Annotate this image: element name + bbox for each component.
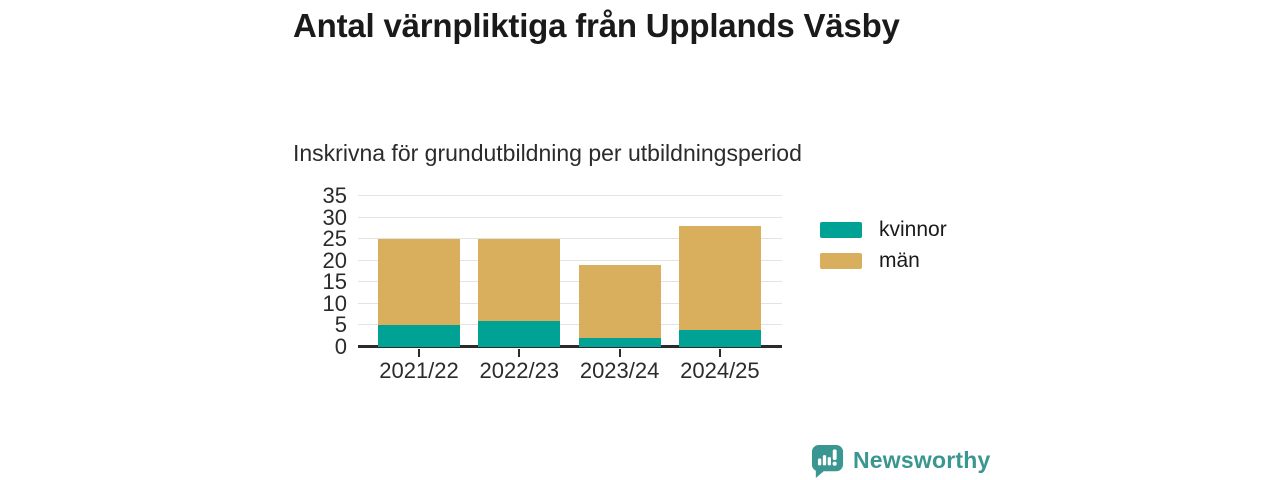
y-tick-label: 15 (322, 269, 347, 295)
x-axis-tick (518, 349, 521, 357)
x-axis-tick (418, 349, 420, 357)
bar-segment-kvinnor (678, 329, 761, 347)
newsworthy-speech-bubble-chart-icon (811, 444, 844, 478)
y-tick-label: 30 (322, 204, 347, 230)
bar-segment-kvinnor (378, 325, 460, 347)
x-tick-label: 2021/22 (379, 358, 459, 383)
gridline (358, 259, 782, 261)
gridline (358, 324, 782, 326)
legend-item-kvinnor: kvinnor (820, 218, 947, 241)
chart-subtitle: Inskrivna för grundutbildning per utbild… (293, 140, 802, 166)
legend-swatch (820, 253, 862, 269)
bar-segment-män (578, 265, 661, 339)
x-tick-label: 2024/25 (680, 358, 760, 383)
bar-segment-män (478, 239, 561, 322)
y-tick-label: 5 (334, 312, 347, 338)
bar-stack (478, 239, 561, 347)
legend: kvinnor män (820, 218, 947, 283)
gridline (358, 281, 782, 283)
gridline (358, 216, 782, 218)
gridline (358, 238, 782, 240)
x-tick-label: 2023/24 (579, 358, 660, 383)
bar-segment-kvinnor (478, 321, 561, 347)
y-tick-label: 10 (322, 290, 347, 316)
bar-segment-män (678, 226, 761, 330)
bar-segment-män (378, 239, 460, 326)
x-axis-tick (718, 349, 721, 357)
brand-footer: Newsworthy (810, 443, 990, 478)
x-tick-label: 2022/23 (479, 358, 560, 383)
y-axis: 0 5 10 15 20 25 30 35 (285, 184, 347, 359)
y-tick-label: 0 (334, 334, 347, 359)
chart-title: Antal värnpliktiga från Upplands Väsby (293, 7, 900, 44)
plot-area (358, 195, 782, 357)
gridline (358, 302, 782, 304)
legend-label: män (879, 249, 920, 272)
x-axis-tick (618, 349, 621, 357)
legend-swatch (820, 222, 862, 238)
bar-segment-kvinnor (578, 338, 661, 347)
x-axis-line (358, 345, 782, 348)
legend-label: kvinnor (879, 218, 947, 241)
bar-stack (678, 226, 761, 347)
brand-logo-text: Newsworthy (853, 447, 991, 473)
legend-item-man: män (820, 249, 947, 272)
gridline (358, 195, 782, 196)
y-tick-label: 25 (322, 226, 347, 252)
y-tick-label: 20 (322, 247, 347, 273)
y-tick-label: 35 (322, 183, 347, 208)
bar-stack (578, 265, 661, 347)
x-axis: 2021/22 2022/23 2023/24 2024/25 (358, 358, 782, 386)
bar-stack (378, 239, 460, 347)
